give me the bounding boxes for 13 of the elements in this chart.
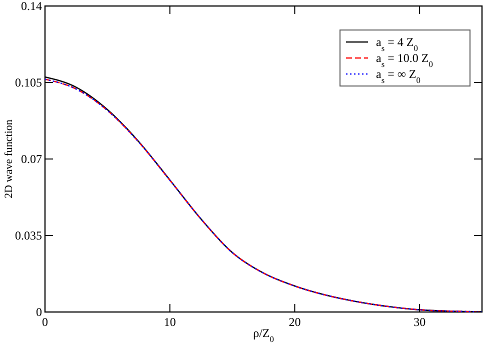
y-tick-label: 0.105 xyxy=(15,76,42,90)
x-tick-label: 30 xyxy=(414,315,426,329)
y-tick-label: 0.14 xyxy=(21,0,42,13)
x-axis-title: ρ/Z$_{0}$ xyxy=(253,326,274,344)
y-tick-label: 0.035 xyxy=(15,228,42,242)
x-tick-label: 20 xyxy=(288,315,301,329)
x-tick-label: 10 xyxy=(164,315,176,329)
y-axis-title: 2D wave function xyxy=(3,119,15,198)
y-tick-label: 0 xyxy=(36,305,42,319)
legend-label: a$_{s}$ = ∞ Z$_{0}$ xyxy=(376,67,420,84)
legend-label: a$_{s}$ = 4 Z$_{0}$ xyxy=(376,35,418,52)
y-tick-label: 0.07 xyxy=(21,152,42,166)
legend-label: a$_{s}$ = 10.0 Z$_{0}$ xyxy=(376,51,433,68)
